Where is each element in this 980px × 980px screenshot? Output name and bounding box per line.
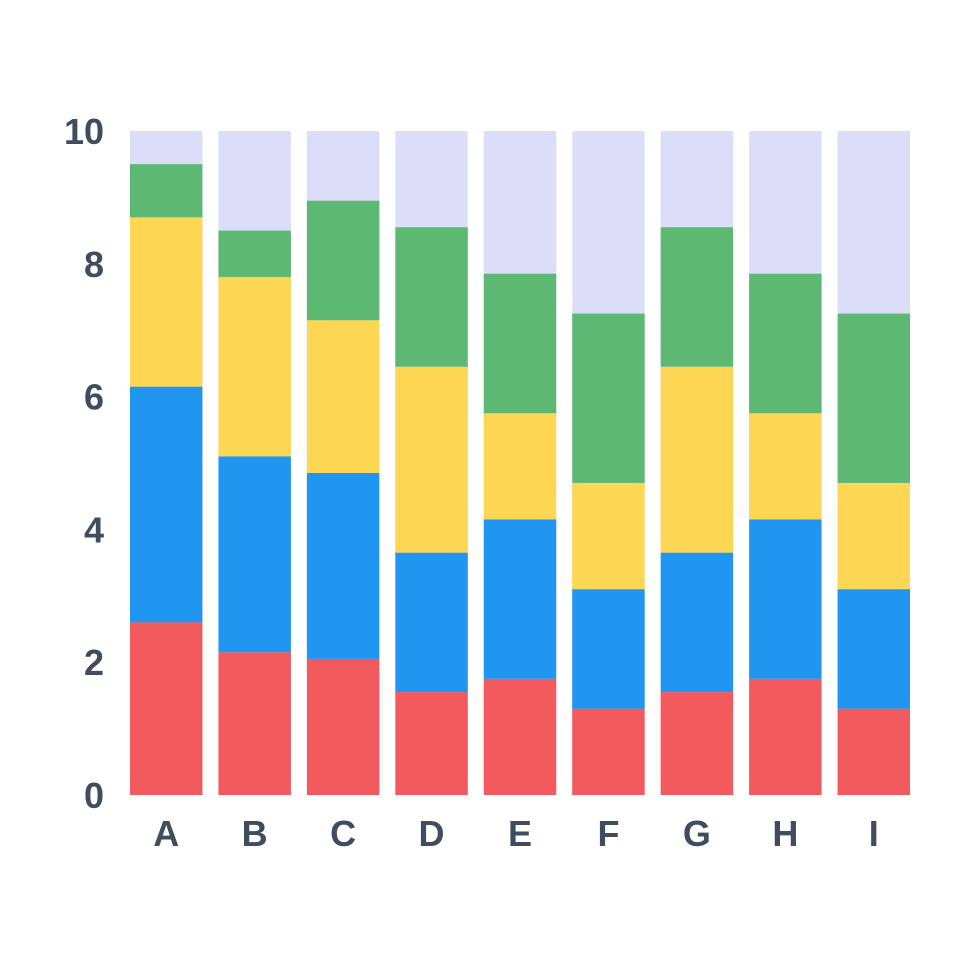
- y-tick-label: 0: [84, 775, 104, 816]
- bar-i-segment-green: [837, 313, 910, 483]
- bar-i-segment-blue: [837, 589, 910, 709]
- x-tick-label: H: [772, 813, 798, 854]
- bar-h-segment-red: [749, 678, 822, 795]
- y-tick-label: 2: [84, 642, 104, 683]
- x-tick-label: A: [153, 813, 179, 854]
- bar-a-segment-blue: [130, 386, 203, 623]
- bar-e-segment-yellow: [483, 413, 557, 520]
- bar-c-segment-red: [306, 658, 380, 795]
- bar-f-segment-yellow: [572, 482, 645, 590]
- x-tick-label: F: [597, 813, 619, 854]
- bar-b-segment-red: [218, 652, 291, 795]
- x-tick-label: I: [869, 813, 879, 854]
- y-tick-label: 10: [64, 111, 104, 152]
- bar-d-segment-blue: [395, 552, 468, 693]
- bar-h-segment-yellow: [749, 413, 822, 520]
- y-axis-ticks: 0 2 4 6 8 10: [64, 111, 104, 816]
- x-tick-label: B: [242, 813, 268, 854]
- bar-b-segment-green: [218, 230, 291, 278]
- x-tick-label: C: [330, 813, 356, 854]
- x-tick-label: D: [419, 813, 445, 854]
- bar-g-segment-red: [660, 692, 734, 795]
- bar-c-segment-yellow: [306, 320, 380, 473]
- bar-d-segment-red: [395, 692, 468, 795]
- y-tick-label: 8: [84, 244, 104, 285]
- bar-h-segment-green: [749, 273, 822, 414]
- bar-e-segment-green: [483, 273, 557, 414]
- bar-a-segment-green: [130, 164, 203, 218]
- bar-f-segment-blue: [572, 589, 645, 709]
- y-tick-label: 6: [84, 377, 104, 418]
- bar-b-segment-blue: [218, 456, 291, 653]
- bar-h-segment-blue: [749, 519, 822, 679]
- bar-i-segment-red: [837, 708, 910, 795]
- y-tick-label: 4: [84, 509, 104, 550]
- bar-c-segment-blue: [306, 472, 380, 659]
- bar-i-segment-yellow: [837, 482, 910, 590]
- bar-g-segment-yellow: [660, 366, 734, 553]
- bar-e-segment-blue: [483, 519, 557, 679]
- bar-g-segment-blue: [660, 552, 734, 693]
- bar-e-segment-red: [483, 678, 557, 795]
- bar-a-segment-red: [130, 622, 203, 795]
- x-tick-label: G: [683, 813, 711, 854]
- bar-f-segment-red: [572, 708, 645, 795]
- bar-d-segment-yellow: [395, 366, 468, 553]
- x-axis-ticks: A B C D E F G H I: [153, 813, 879, 854]
- bar-d-segment-green: [395, 227, 468, 367]
- bars-layer: [130, 131, 910, 795]
- bar-a-segment-yellow: [130, 217, 203, 387]
- bar-b-segment-yellow: [218, 277, 291, 457]
- x-tick-label: E: [508, 813, 532, 854]
- bar-f-segment-green: [572, 313, 645, 483]
- bar-g-segment-green: [660, 227, 734, 367]
- bar-c-segment-green: [306, 200, 380, 321]
